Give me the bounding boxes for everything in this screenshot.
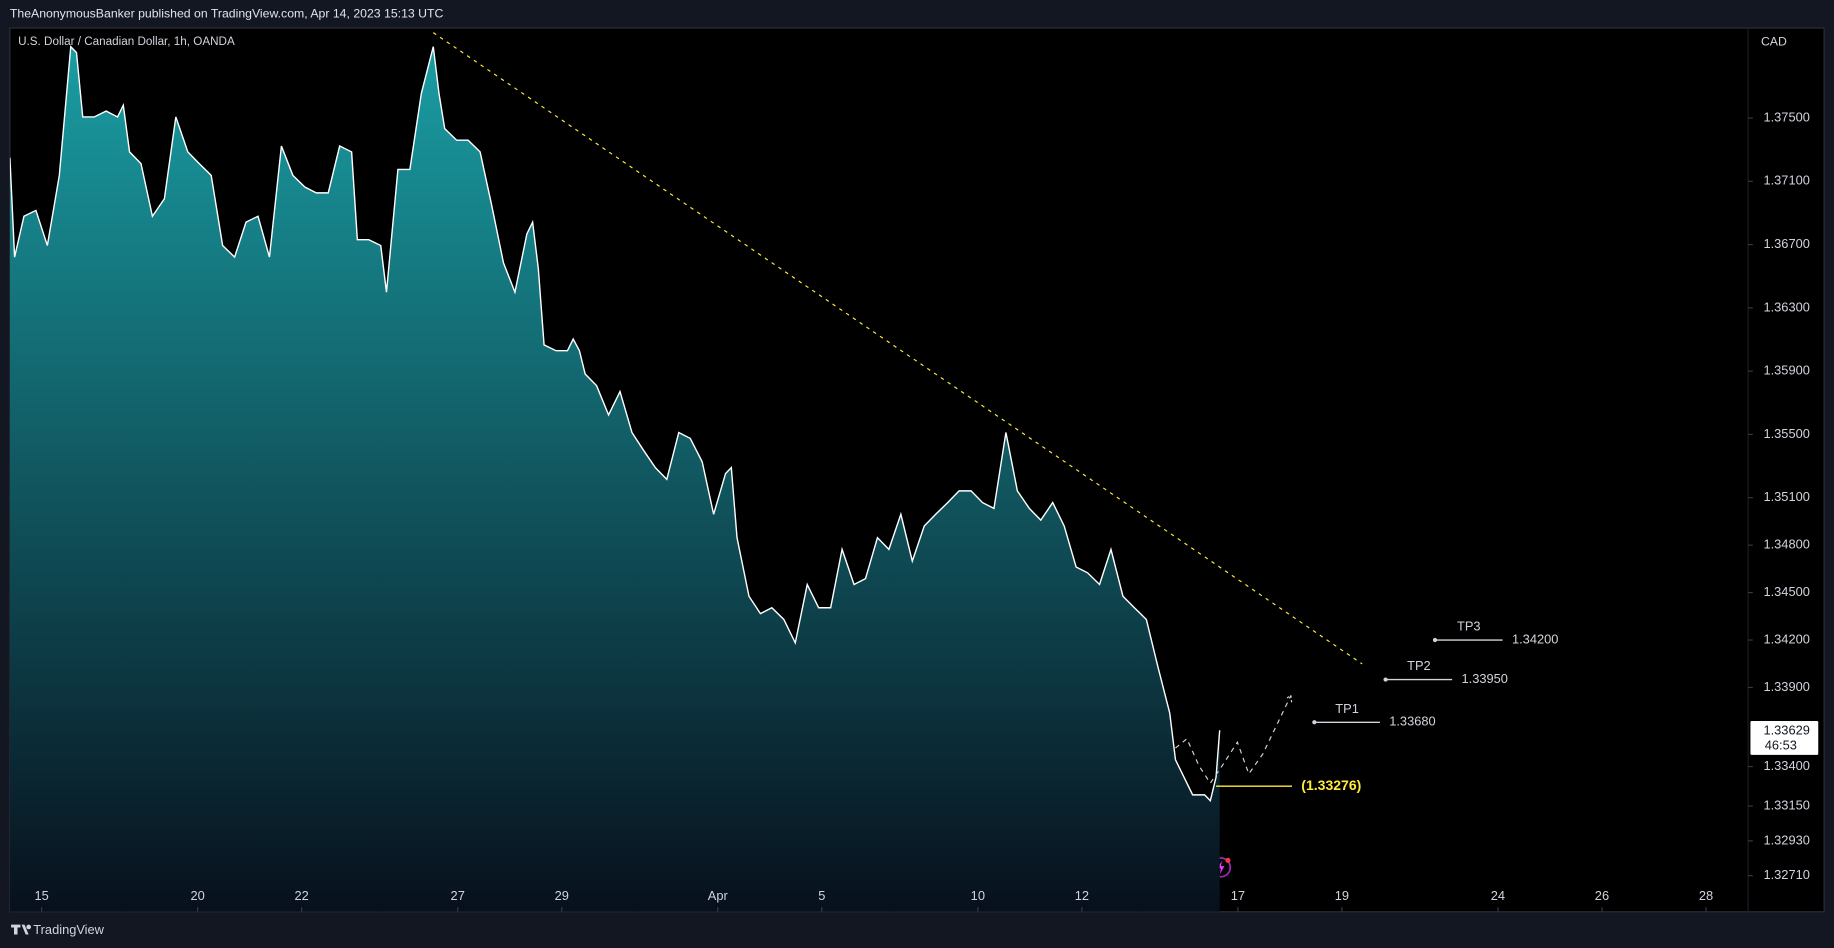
target-name: TP2 [1407, 658, 1431, 673]
y-tick-label: 1.34800 [1763, 537, 1809, 552]
footer-brand: TradingView [33, 922, 104, 937]
y-tick-label: 1.33150 [1763, 797, 1809, 812]
x-tick-label: 5 [818, 888, 825, 903]
y-tick-label: 1.34500 [1763, 584, 1809, 599]
last-price-tag [1750, 720, 1819, 755]
y-tick-label: 1.37100 [1763, 173, 1809, 188]
y-tick-label: 1.35100 [1763, 489, 1809, 504]
price-line [9, 45, 1221, 803]
y-tick-label: 1.35500 [1763, 426, 1809, 441]
y-axis-label: CAD [1761, 34, 1787, 48]
y-tick-label: 1.36300 [1763, 299, 1809, 314]
target-value: 1.33950 [1462, 671, 1508, 686]
x-tick-label: 22 [295, 888, 309, 903]
footer: TradingView [11, 922, 105, 937]
target-value: 1.34200 [1512, 631, 1558, 646]
x-tick-label: 17 [1231, 888, 1245, 903]
target-dot [1432, 637, 1438, 643]
chart-title: U.S. Dollar / Canadian Dollar, 1h, OANDA [18, 35, 235, 48]
support-label: (1.33276) [1301, 777, 1361, 793]
x-tick-label: 26 [1595, 888, 1609, 903]
target-name: TP1 [1335, 701, 1359, 716]
target-dot [1383, 677, 1388, 682]
x-tick-label: 20 [191, 888, 205, 903]
y-tick-label: 1.32710 [1763, 867, 1809, 882]
target-dot [1312, 720, 1317, 725]
x-tick-label: 27 [451, 888, 465, 903]
last-price: 1.33629 [1763, 722, 1809, 737]
target-name: TP3 [1457, 619, 1481, 634]
x-tick-label: 15 [34, 888, 48, 903]
projection-arrowhead [1284, 694, 1293, 703]
trendline [432, 32, 1363, 665]
x-tick-label: 29 [555, 888, 569, 903]
x-tick-label: 28 [1699, 888, 1713, 903]
x-tick-label: 24 [1491, 888, 1505, 903]
y-tick-label: 1.33900 [1763, 679, 1809, 694]
plot-area [9, 32, 1363, 912]
y-tick-label: 1.37500 [1763, 109, 1809, 124]
area-fill [9, 46, 1220, 912]
y-tick-label: 1.33400 [1763, 758, 1809, 773]
target-value: 1.33680 [1389, 714, 1435, 729]
x-tick-label: 10 [971, 888, 985, 903]
projection-path [1175, 695, 1292, 785]
y-tick-label: 1.35900 [1763, 363, 1809, 378]
countdown: 46:53 [1765, 738, 1797, 753]
header: TheAnonymousBanker published on TradingV… [10, 6, 444, 20]
x-tick-label: 12 [1075, 888, 1089, 903]
y-tick-label: 1.36700 [1763, 236, 1809, 251]
x-tick-label: Apr [708, 888, 729, 903]
x-tick-label: 19 [1335, 888, 1349, 903]
y-tick-label: 1.34200 [1763, 631, 1809, 646]
y-tick-label: 1.32930 [1763, 832, 1809, 847]
